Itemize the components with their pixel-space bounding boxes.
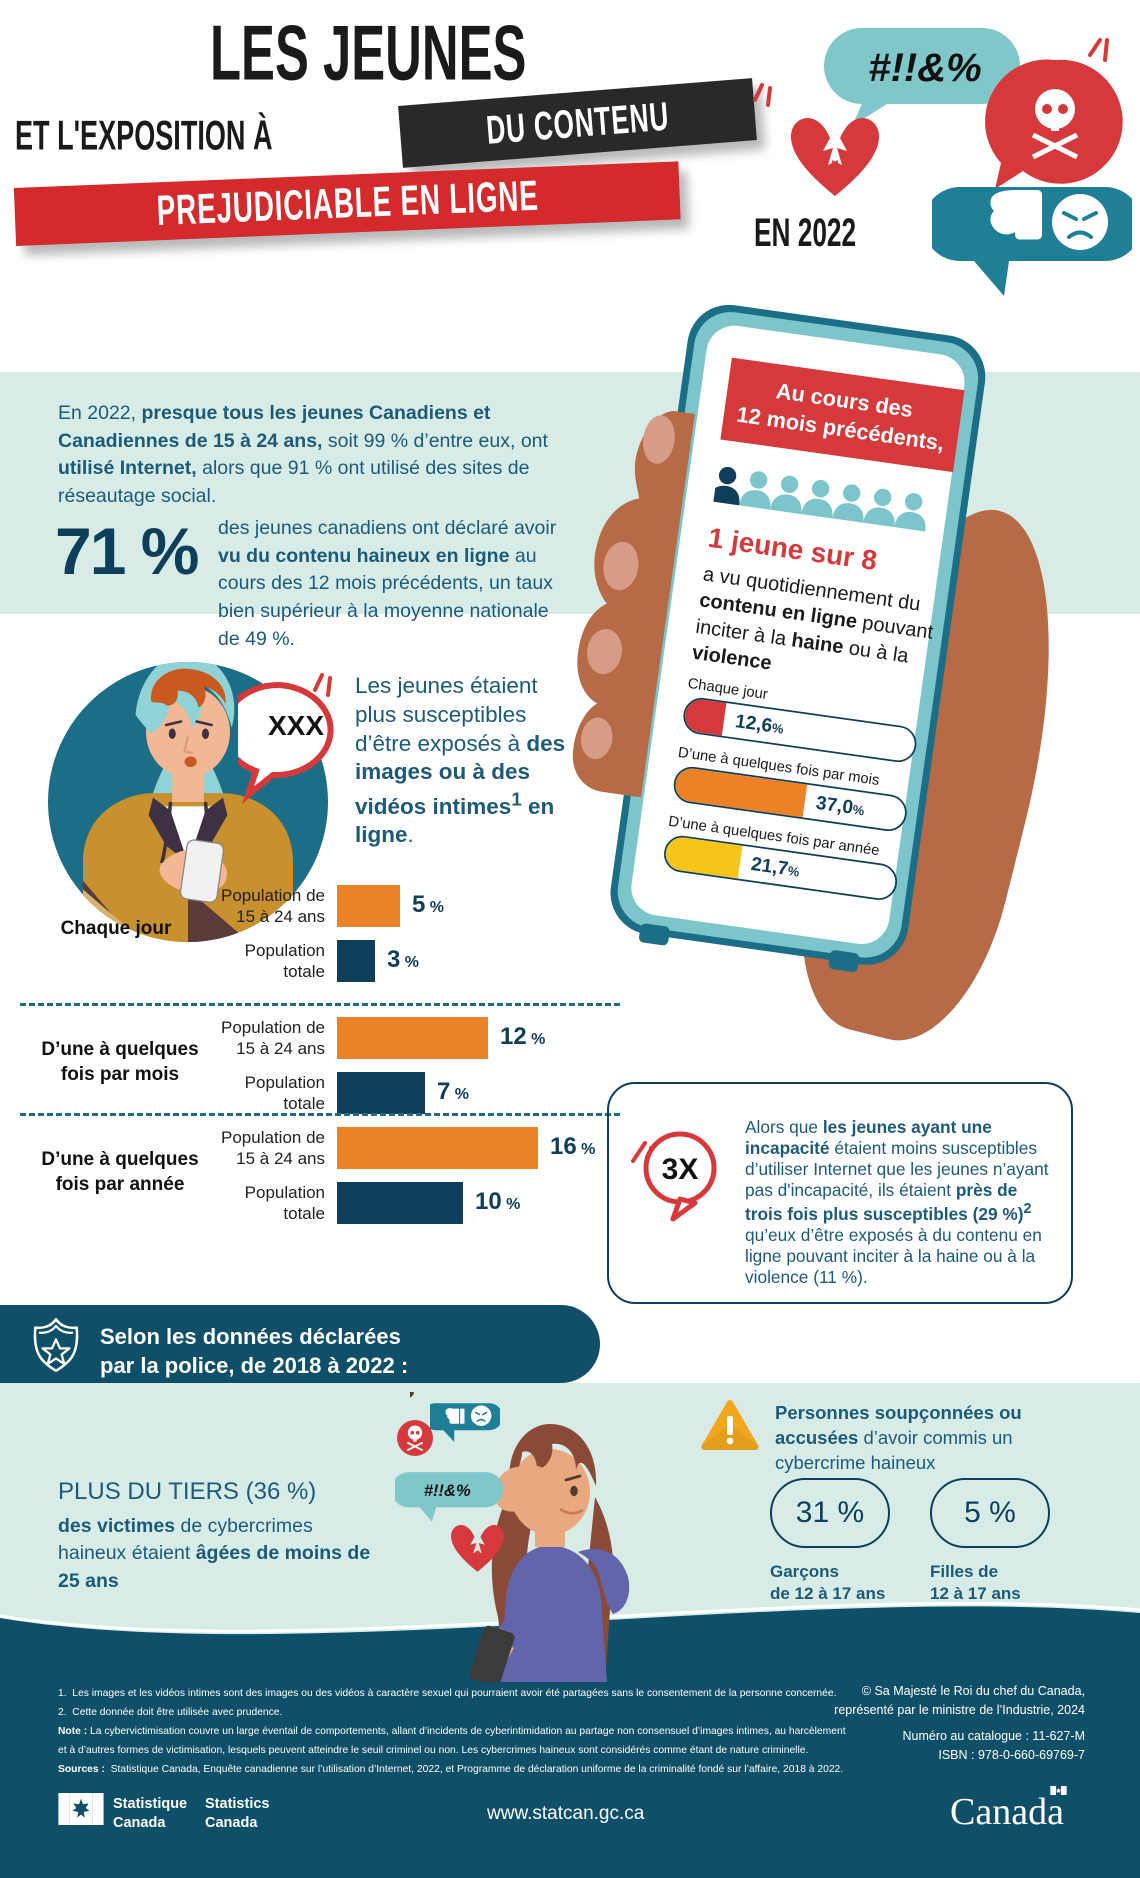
svg-text:#!!&%: #!!&% xyxy=(424,1482,471,1500)
svg-text:3X: 3X xyxy=(662,1153,699,1186)
svg-text:XXX: XXX xyxy=(268,710,324,741)
svg-text:#!!&%: #!!&% xyxy=(868,46,981,90)
